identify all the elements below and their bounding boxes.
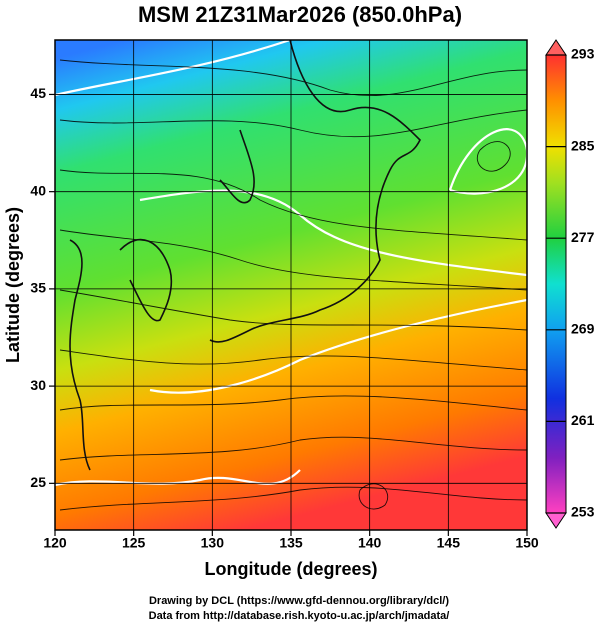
colorbar-tick-label: 269 [571, 321, 595, 337]
x-tick-label: 125 [122, 535, 146, 551]
x-tick-label: 140 [358, 535, 382, 551]
x-tick-label: 145 [437, 535, 461, 551]
x-axis-label: Longitude (degrees) [204, 559, 377, 579]
x-tick-label: 135 [279, 535, 303, 551]
streamlines [59, 59, 527, 511]
colorbar-max-arrow [545, 39, 567, 56]
colorbar-tick-label: 277 [571, 229, 595, 245]
colorbar-tick-label: 285 [571, 137, 595, 153]
coastline [69, 40, 421, 471]
colorbar-tick-label: 261 [571, 412, 595, 428]
contour [55, 40, 291, 97]
y-tick-label: 35 [30, 280, 46, 296]
colorbar-min-arrow [545, 512, 567, 529]
credit: Drawing by DCL (https://www.gfd-dennou.o… [149, 595, 449, 607]
y-tick-label: 40 [30, 182, 46, 198]
y-tick-label: 45 [30, 85, 46, 101]
contour [149, 298, 527, 394]
y-tick-label: 30 [30, 377, 46, 393]
colorbar-tick-label: 293 [571, 46, 595, 62]
colorbar-tick-label: 253 [571, 504, 595, 520]
chart-title: MSM 21Z31Mar2026 (850.0hPa) [138, 2, 462, 27]
credit: Data from http://database.rish.kyoto-u.a… [149, 610, 450, 622]
colorbar [545, 54, 567, 514]
x-tick-label: 130 [201, 535, 225, 551]
y-axis-label: Latitude (degrees) [3, 207, 23, 363]
x-tick-label: 120 [43, 535, 67, 551]
x-tick-label: 150 [515, 535, 539, 551]
y-tick-label: 25 [30, 474, 46, 490]
